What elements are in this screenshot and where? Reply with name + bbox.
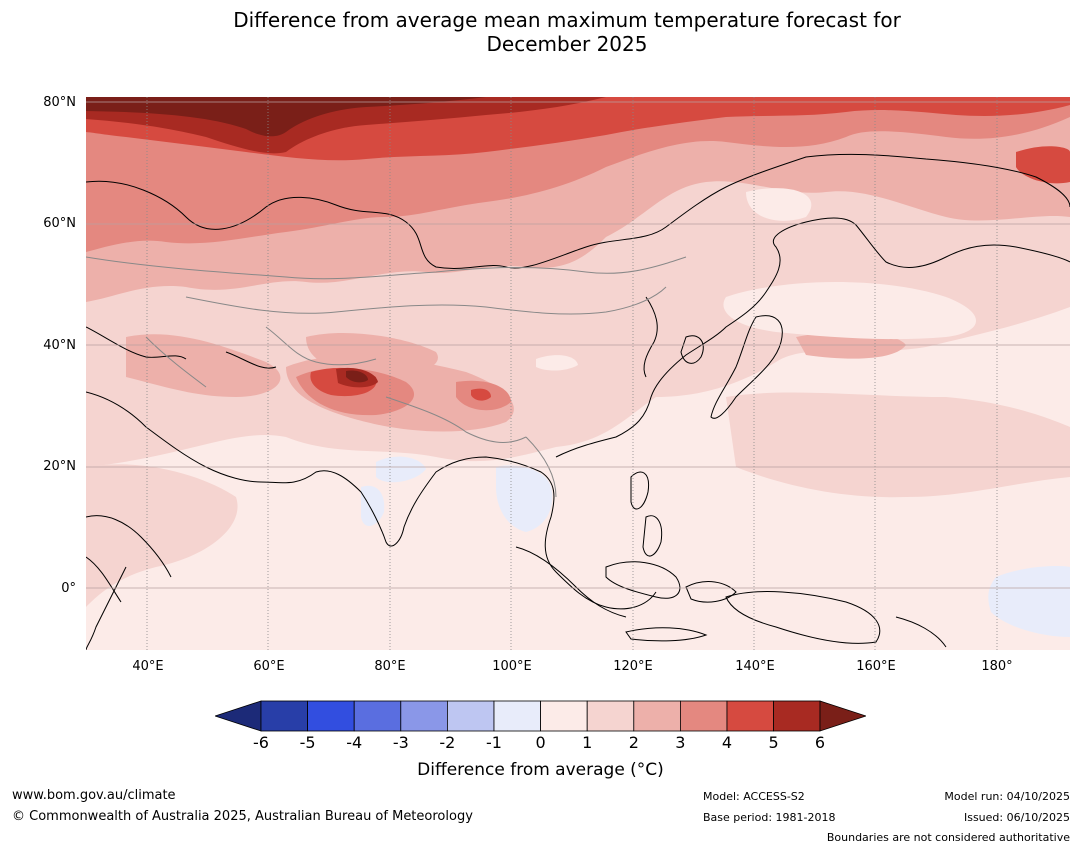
- anomaly-band-1-2-pacific: [726, 392, 1070, 498]
- anomaly-patch-neg-indochina: [496, 465, 553, 532]
- colorbar-seg-12: [773, 700, 821, 732]
- colorbar-tick: 3: [675, 733, 686, 752]
- colorbar-tick: -1: [486, 733, 502, 752]
- map-svg: [86, 97, 1070, 650]
- lat-label-40n: 40°N: [43, 338, 76, 353]
- anomaly-patch-0-1-japan-sea: [723, 282, 976, 340]
- anomaly-patch-neg-bay-bengal: [376, 456, 426, 483]
- lat-label-60n: 60°N: [43, 216, 76, 231]
- website-link[interactable]: www.bom.gov.au/climate: [12, 788, 176, 803]
- colorbar: [215, 700, 866, 732]
- issued-text: Issued: 06/10/2025: [963, 811, 1070, 824]
- colorbar-arrow-low: [215, 700, 262, 732]
- latitude-lines: [86, 101, 1070, 589]
- anomaly-patch-0-1-siberia: [746, 188, 812, 221]
- anomaly-band-4-5-chukotka: [1016, 146, 1070, 184]
- anomaly-band-6-plus: [86, 97, 486, 137]
- lon-label-120e: 120°E: [613, 659, 653, 674]
- lon-label-40e: 40°E: [132, 659, 164, 674]
- colorbar-tick: -6: [253, 733, 269, 752]
- lon-label-180: 180°: [981, 659, 1013, 674]
- colorbar-seg-4: [400, 700, 448, 732]
- anomaly-band-6-plus-pamir: [346, 370, 368, 383]
- anomaly-patch-neg-india: [361, 485, 385, 527]
- colorbar-tick: -3: [392, 733, 409, 752]
- model-run-text: Model run: 04/10/2025: [944, 790, 1070, 803]
- lat-label-80n: 80°N: [43, 95, 76, 110]
- colorbar-arrow-high: [819, 700, 866, 732]
- colorbar-tick: -4: [346, 733, 363, 752]
- colorbar-tick: -5: [299, 733, 316, 752]
- copyright-text: © Commonwealth of Australia 2025, Austra…: [12, 809, 473, 824]
- base-period-text: Base period: 1981-2018: [703, 811, 836, 824]
- lon-label-160e: 160°E: [856, 659, 896, 674]
- colorbar-seg-6: [493, 700, 541, 732]
- colorbar-seg-2: [307, 700, 355, 732]
- colorbar-label: Difference from average (°C): [417, 760, 664, 780]
- colorbar-seg-5: [446, 700, 495, 732]
- lat-label-0: 0°: [61, 581, 76, 596]
- lon-label-80e: 80°E: [374, 659, 406, 674]
- anomaly-patch-neg-pacific: [988, 566, 1070, 637]
- colorbar-tick: 6: [814, 733, 826, 752]
- colorbar-tick: 5: [768, 733, 779, 752]
- colorbar-seg-11: [726, 700, 774, 732]
- colorbar-seg-7: [540, 700, 588, 732]
- colorbar-tick: 0: [535, 733, 546, 752]
- country-borders: [86, 256, 687, 498]
- lon-label-100e: 100°E: [492, 659, 532, 674]
- graticule: [146, 97, 998, 650]
- lat-label-20n: 20°N: [43, 459, 76, 474]
- colorbar-seg-8: [586, 700, 635, 732]
- lon-label-60e: 60°E: [253, 659, 285, 674]
- colorbar-seg-3: [353, 700, 402, 732]
- lon-label-140e: 140°E: [735, 659, 775, 674]
- anomaly-patch-0-1-china: [536, 355, 578, 371]
- anomaly-band-4-5-east: [471, 388, 491, 401]
- model-text: Model: ACCESS-S2: [703, 790, 805, 803]
- colorbar-seg-1: [260, 700, 308, 732]
- colorbar-tick: 2: [628, 733, 639, 752]
- title-line-2: December 2025: [486, 32, 648, 56]
- colorbar-seg-9: [633, 700, 681, 732]
- colorbar-tick: -2: [439, 733, 456, 752]
- chart-title: Difference from average mean maximum tem…: [0, 8, 1081, 56]
- colorbar-tick: 1: [582, 733, 593, 752]
- temperature-anomaly-map: [86, 97, 1070, 650]
- title-line-1: Difference from average mean maximum tem…: [233, 8, 901, 32]
- coastlines: [86, 153, 1070, 650]
- colorbar-seg-10: [679, 700, 728, 732]
- anomaly-band-2-3-central-asia: [126, 334, 281, 397]
- boundaries-disclaimer: Boundaries are not considered authoritat…: [826, 831, 1070, 844]
- colorbar-tick: 4: [721, 733, 733, 752]
